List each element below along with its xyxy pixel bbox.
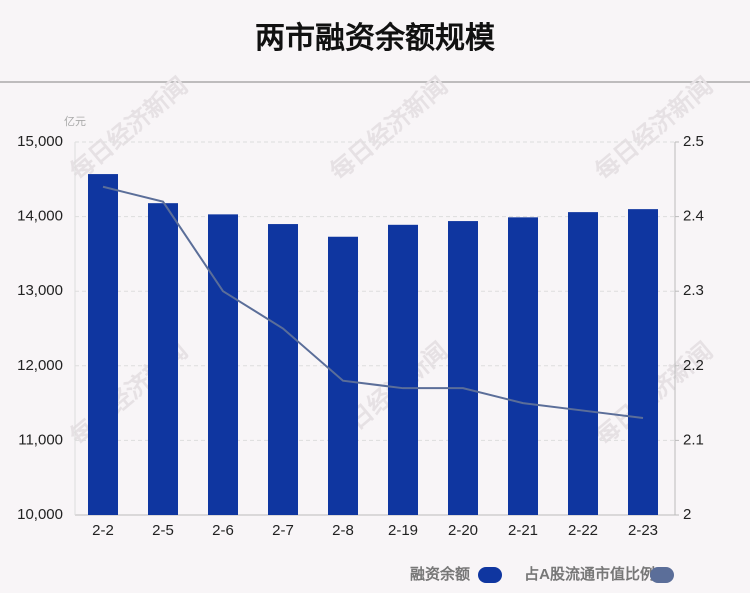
- y-tick-label: 14,000: [17, 208, 63, 225]
- legend-label: 融资余额: [410, 565, 470, 583]
- x-tick-label: 2-23: [628, 522, 658, 539]
- bar: [208, 214, 238, 515]
- bar: [268, 224, 298, 515]
- x-tick-label: 2-7: [272, 522, 294, 539]
- x-tick-label: 2-6: [212, 522, 234, 539]
- x-tick-label: 2-22: [568, 522, 598, 539]
- y2-tick-label: 2: [683, 506, 691, 523]
- bar: [628, 209, 658, 515]
- y-tick-label: 11,000: [18, 431, 63, 448]
- y-tick-label: 12,000: [17, 357, 63, 374]
- bar: [148, 203, 178, 515]
- x-tick-label: 2-19: [388, 522, 418, 539]
- legend-label: 占A股流通市值比例: [524, 565, 655, 583]
- x-tick-label: 2-21: [508, 522, 538, 539]
- x-tick-label: 2-5: [152, 522, 174, 539]
- legend-swatch: [650, 567, 674, 583]
- y2-tick-label: 2.4: [683, 208, 704, 225]
- y2-tick-label: 2.3: [683, 282, 704, 299]
- y-tick-label: 13,000: [17, 282, 63, 299]
- legend-swatch: [478, 567, 502, 583]
- y2-tick-label: 2.1: [683, 431, 704, 448]
- line: [102, 185, 644, 420]
- bar: [88, 174, 118, 515]
- y-tick-label: 10,000: [17, 506, 63, 523]
- chart-title: 两市融资余额规模: [255, 21, 495, 55]
- bar: [328, 236, 358, 515]
- y2-tick-label: 2.5: [683, 133, 704, 150]
- bar: [568, 212, 598, 515]
- x-tick-label: 2-8: [332, 522, 354, 539]
- y-tick-label: 15,000: [17, 133, 63, 150]
- bar: [388, 224, 418, 515]
- x-tick-label: 2-20: [448, 522, 478, 539]
- y2-tick-label: 2.2: [683, 357, 704, 374]
- bar: [448, 221, 478, 516]
- x-tick-label: 2-2: [92, 522, 114, 539]
- y-unit: 亿元: [64, 115, 86, 128]
- bar: [508, 217, 538, 515]
